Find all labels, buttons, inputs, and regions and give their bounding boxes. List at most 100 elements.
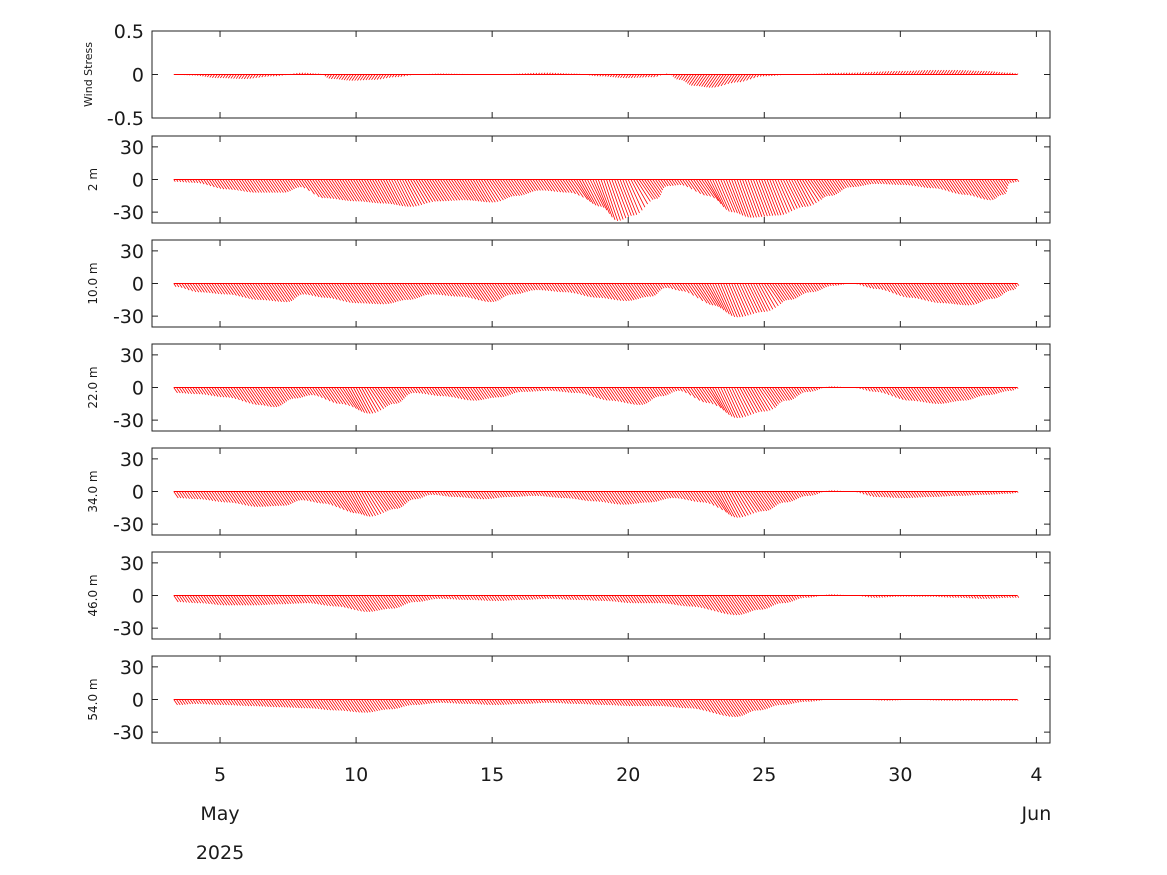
stick-vector bbox=[423, 699, 428, 705]
stick-vector bbox=[461, 387, 472, 401]
stick-vector bbox=[756, 74, 760, 78]
stick-vector bbox=[233, 283, 244, 298]
stick-vector bbox=[377, 491, 391, 510]
stick-vector bbox=[1003, 699, 1005, 701]
y-tick-label: 0 bbox=[132, 65, 144, 87]
stick-vector bbox=[243, 74, 248, 80]
stick-vector bbox=[951, 69, 956, 75]
stick-vector bbox=[620, 74, 624, 79]
stick-vector bbox=[391, 387, 402, 402]
stick-vector bbox=[195, 387, 201, 395]
stick-vector bbox=[954, 179, 966, 195]
stick-vector bbox=[818, 387, 821, 390]
stick-vector bbox=[867, 283, 872, 289]
stick-vector bbox=[475, 179, 491, 203]
stick-vector bbox=[442, 387, 450, 397]
stick-vector bbox=[393, 387, 404, 401]
stick-vector bbox=[326, 74, 330, 78]
stick-vector bbox=[451, 699, 455, 704]
stick-vector bbox=[717, 699, 731, 717]
stick-vector bbox=[968, 699, 970, 701]
stick-vector bbox=[192, 387, 198, 395]
stick-vector bbox=[880, 699, 883, 701]
stick-vector bbox=[184, 387, 190, 394]
stick-vector bbox=[665, 179, 672, 187]
stick-vector bbox=[573, 73, 575, 75]
stick-vector bbox=[725, 179, 741, 215]
stick-vector bbox=[548, 387, 552, 392]
stick-vector bbox=[878, 71, 881, 75]
stick-vector bbox=[562, 491, 568, 499]
stick-vector bbox=[750, 283, 766, 312]
stick-vector bbox=[768, 74, 771, 77]
stick-vector bbox=[489, 699, 494, 706]
stick-vector bbox=[363, 179, 379, 204]
stick-vector bbox=[978, 283, 991, 300]
stick-vector bbox=[426, 595, 431, 601]
stick-vector bbox=[510, 387, 516, 394]
stick-vector bbox=[919, 595, 921, 597]
stick-vector bbox=[295, 283, 305, 295]
stick-vector bbox=[472, 491, 479, 500]
stick-vector bbox=[227, 595, 236, 606]
stick-vector bbox=[301, 699, 308, 709]
stick-vector bbox=[676, 699, 684, 709]
stick-vector bbox=[456, 491, 461, 498]
stick-vector bbox=[437, 179, 453, 201]
stick-vector bbox=[214, 179, 222, 189]
stick-vector bbox=[650, 74, 654, 78]
stick-vector bbox=[742, 699, 752, 712]
stick-vector bbox=[1000, 491, 1004, 495]
stick-vector bbox=[597, 283, 610, 299]
stick-vector bbox=[880, 387, 886, 394]
stick-vector bbox=[796, 387, 802, 394]
stick-vector bbox=[445, 595, 449, 600]
stick-vector bbox=[657, 699, 664, 707]
stick-vector bbox=[589, 283, 601, 298]
stick-vector bbox=[943, 387, 954, 402]
stick-vector bbox=[959, 70, 964, 75]
stick-vector bbox=[230, 179, 239, 191]
y-tick-label: -30 bbox=[113, 410, 144, 432]
stick-vector bbox=[581, 699, 586, 705]
stick-vector bbox=[402, 699, 408, 707]
stick-vector bbox=[521, 73, 524, 75]
stick-vector bbox=[195, 179, 199, 184]
stick-vector bbox=[804, 179, 820, 202]
stick-vector bbox=[641, 283, 652, 297]
stick-vector bbox=[230, 283, 241, 297]
stick-vector bbox=[842, 179, 849, 188]
stick-vector bbox=[690, 699, 698, 710]
stick-vector bbox=[755, 491, 770, 511]
stick-vector bbox=[940, 491, 945, 497]
stick-vector bbox=[442, 73, 445, 75]
stick-vector bbox=[440, 491, 444, 497]
stick-vector bbox=[807, 387, 812, 392]
stick-vector bbox=[706, 74, 716, 88]
stick-vector bbox=[355, 387, 371, 414]
stick-vector bbox=[600, 699, 606, 706]
stick-vector bbox=[660, 387, 667, 396]
stick-vector bbox=[464, 387, 475, 401]
stick-vector bbox=[663, 283, 667, 289]
stick-vector bbox=[776, 74, 779, 76]
stick-vector bbox=[570, 283, 579, 295]
stick-vector bbox=[688, 74, 697, 85]
stick-vector bbox=[638, 491, 647, 503]
stick-vector bbox=[812, 179, 826, 198]
stick-vector bbox=[932, 283, 947, 304]
stick-vector bbox=[176, 387, 181, 394]
stick-vector bbox=[431, 179, 447, 202]
stick-vector bbox=[973, 699, 975, 701]
stick-vector bbox=[448, 595, 452, 600]
stick-vector bbox=[780, 595, 787, 604]
stick-vector bbox=[968, 595, 971, 599]
stick-vector bbox=[723, 179, 738, 214]
stick-vector bbox=[617, 74, 621, 78]
stick-vector bbox=[279, 179, 289, 192]
stick-vector bbox=[812, 283, 819, 292]
stick-vector bbox=[763, 387, 778, 407]
stick-vector bbox=[445, 387, 453, 398]
stick-vector bbox=[894, 595, 897, 597]
stick-vector bbox=[600, 387, 611, 401]
